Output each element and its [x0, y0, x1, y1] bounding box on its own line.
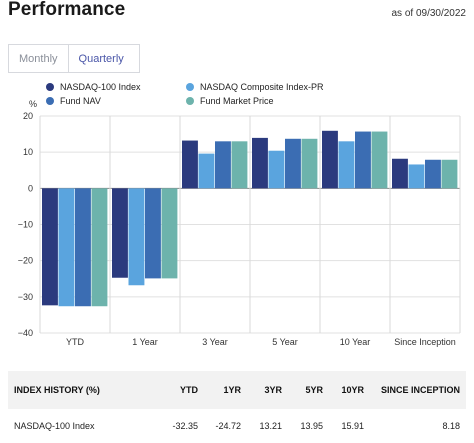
bar	[268, 150, 285, 189]
y-tick-label: 10	[23, 147, 33, 157]
table-cell: 15.91	[341, 421, 364, 431]
bar	[425, 159, 441, 189]
bar	[252, 137, 268, 189]
y-tick-label: −10	[18, 220, 33, 230]
bar	[75, 188, 91, 307]
x-tick-label: 5 Year	[272, 337, 298, 347]
table-cell: -32.35	[172, 421, 198, 431]
tab-quarterly[interactable]: Quarterly	[78, 52, 124, 65]
header-cell: 1YR	[223, 385, 241, 395]
y-tick-label: 0	[28, 183, 33, 193]
header-cell: 5YR	[305, 385, 323, 395]
bar	[182, 140, 198, 189]
table-cell: 13.95	[300, 421, 323, 431]
bar	[322, 130, 338, 189]
bar	[91, 188, 108, 307]
x-tick-label: 1 Year	[132, 337, 158, 347]
y-axis-unit: %	[29, 99, 38, 109]
bar	[441, 159, 458, 189]
legend-label: NASDAQ-100 Index	[60, 82, 141, 92]
legend-label: Fund Market Price	[200, 96, 274, 106]
table-cell: -24.72	[215, 421, 241, 431]
legend-label: Fund NAV	[60, 96, 101, 106]
x-tick-label: YTD	[66, 337, 85, 347]
performance-bar-chart: 20 10 0 −10 −20 −30 −40 YTD 1 Year 3 Year 5 Year 10…	[18, 111, 461, 347]
bar	[42, 188, 58, 306]
y-tick-label: −40	[18, 328, 33, 338]
legend-swatch-fund-nav	[46, 97, 54, 105]
y-tick-label: −20	[18, 256, 33, 266]
header-cell: SINCE INCEPTION	[380, 385, 460, 395]
bar	[355, 131, 371, 189]
x-tick-label: 10 Year	[340, 337, 371, 347]
index-history-table: INDEX HISTORY (%) YTD 1YR 3YR 5YR 10YR S…	[8, 371, 466, 443]
y-tick-label: −30	[18, 292, 33, 302]
as-of-date: as of 09/30/2022	[391, 8, 466, 19]
bar	[112, 188, 128, 278]
period-tabs: Monthly Quarterly	[8, 44, 140, 73]
legend-label: NASDAQ Composite Index-PR	[200, 82, 324, 92]
header-cell: 10YR	[341, 385, 364, 395]
table-header: INDEX HISTORY (%) YTD 1YR 3YR 5YR 10YR S…	[8, 371, 466, 409]
bar	[301, 138, 318, 189]
legend-swatch-nasdaq100	[46, 83, 54, 91]
bar	[338, 141, 355, 189]
legend-item-market-price: Fund Market Price	[186, 96, 274, 106]
header-cell: YTD	[180, 385, 198, 395]
header-cell: 3YR	[264, 385, 282, 395]
x-tick-label: 3 Year	[202, 337, 228, 347]
bar	[285, 138, 301, 189]
bar	[231, 141, 248, 189]
y-tick-label: 20	[23, 111, 33, 121]
header-cell: INDEX HISTORY (%)	[14, 385, 100, 395]
bar	[128, 188, 145, 286]
bar	[58, 188, 75, 307]
legend-item-fund-nav: Fund NAV	[46, 96, 101, 106]
bar	[392, 158, 408, 189]
legend-swatch-composite	[186, 83, 194, 91]
x-tick-label: Since Inception	[394, 337, 456, 347]
legend-swatch-market-price	[186, 97, 194, 105]
table-row: NASDAQ-100 Index -32.35 -24.72 13.21 13.…	[8, 409, 466, 443]
bar	[215, 141, 231, 189]
table-cell: 13.21	[259, 421, 282, 431]
bar	[371, 131, 388, 189]
bar	[408, 164, 425, 189]
bar	[198, 153, 215, 189]
bar	[145, 188, 161, 279]
table-cell: 8.18	[442, 421, 460, 431]
page-title: Performance	[8, 0, 126, 20]
legend-item-nasdaq100: NASDAQ-100 Index	[46, 82, 141, 92]
bar	[161, 188, 178, 279]
table-cell: NASDAQ-100 Index	[14, 421, 95, 431]
tab-monthly[interactable]: Monthly	[9, 45, 69, 72]
legend-item-composite: NASDAQ Composite Index-PR	[186, 82, 324, 92]
